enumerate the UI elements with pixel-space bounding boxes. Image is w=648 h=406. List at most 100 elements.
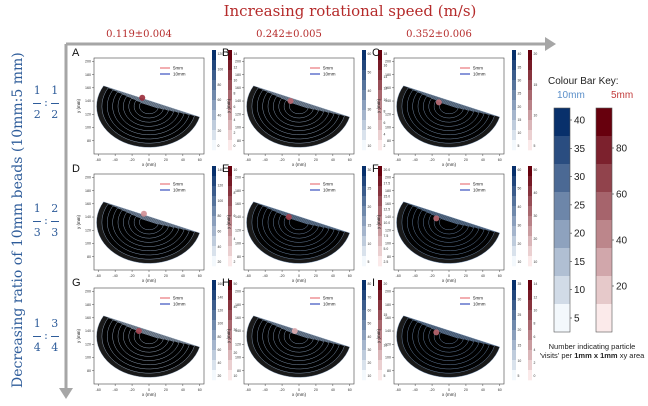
blue-colorbar-tick: 10 bbox=[518, 260, 522, 264]
red-colorbar-segment bbox=[378, 186, 382, 197]
blue-colorbar-tick: 20 bbox=[518, 328, 522, 332]
y-tick-label: 80 bbox=[237, 369, 241, 373]
blue-colorbar-segment bbox=[512, 280, 516, 291]
legend-10mm: 10mm bbox=[473, 302, 486, 307]
blue-colorbar-tick: 0 bbox=[218, 144, 220, 148]
red-colorbar-tick: 10.0 bbox=[384, 221, 391, 225]
blue-colorbar-segment bbox=[512, 130, 516, 141]
blue-colorbar-tick: 30 bbox=[368, 107, 372, 111]
x-tick-label: 40 bbox=[331, 158, 335, 162]
y-axis-label: y (mm) bbox=[376, 329, 381, 343]
blue-colorbar-segment bbox=[512, 110, 516, 121]
key-10mm-segment bbox=[554, 136, 570, 165]
red-colorbar-tick: 8 bbox=[234, 92, 236, 96]
x-tick-label: 60 bbox=[348, 158, 352, 162]
key-10mm-segment bbox=[554, 276, 570, 305]
red-colorbar-segment bbox=[528, 130, 532, 141]
y-tick-label: 80 bbox=[387, 255, 391, 259]
hotspot bbox=[135, 328, 142, 335]
density-ring bbox=[289, 102, 309, 115]
y-tick-label: 200 bbox=[85, 60, 91, 64]
blue-colorbar-tick: 60 bbox=[218, 348, 222, 352]
blue-colorbar-segment bbox=[212, 140, 216, 151]
legend-5mm: 5mm bbox=[323, 182, 333, 187]
red-colorbar-segment bbox=[528, 330, 532, 341]
x-tick-label: -60 bbox=[246, 388, 251, 392]
blue-colorbar-segment bbox=[212, 100, 216, 111]
red-colorbar-segment bbox=[528, 176, 532, 187]
key-5mm-segment bbox=[596, 164, 612, 193]
blue-colorbar-tick: 5 bbox=[518, 374, 520, 378]
red-colorbar-segment bbox=[378, 360, 382, 371]
red-colorbar-tick: 10 bbox=[384, 98, 388, 102]
blue-colorbar-segment bbox=[212, 110, 216, 121]
red-colorbar-segment bbox=[528, 110, 532, 121]
y-tick-label: 100 bbox=[235, 126, 241, 130]
blue-colorbar-tick: 50 bbox=[518, 187, 522, 191]
blue-colorbar-tick: 70 bbox=[368, 295, 372, 299]
red-colorbar-segment bbox=[528, 80, 532, 91]
blue-colorbar-tick: 60 bbox=[218, 230, 222, 234]
x-tick-label: 20 bbox=[464, 158, 468, 162]
blue-colorbar-segment bbox=[512, 350, 516, 361]
red-colorbar-tick: 0 bbox=[234, 144, 236, 148]
red-colorbar-segment bbox=[528, 310, 532, 321]
blue-colorbar-segment bbox=[212, 166, 216, 177]
legend-10mm: 10mm bbox=[173, 302, 186, 307]
panel-label-c: C bbox=[372, 47, 380, 59]
red-colorbar-segment bbox=[528, 50, 532, 61]
x-tick-label: 60 bbox=[348, 388, 352, 392]
red-colorbar-segment bbox=[378, 216, 382, 227]
blue-colorbar-segment bbox=[212, 280, 216, 291]
blue-colorbar-segment bbox=[362, 80, 366, 91]
y-tick-label: 180 bbox=[85, 303, 91, 307]
blue-colorbar-tick: 30 bbox=[368, 168, 372, 172]
y-tick-label: 140 bbox=[385, 215, 391, 219]
hotspot bbox=[433, 329, 440, 336]
x-tick-label: 20 bbox=[464, 388, 468, 392]
blue-colorbar-tick: 10 bbox=[368, 144, 372, 148]
blue-colorbar-tick: 20 bbox=[218, 129, 222, 133]
blue-colorbar-segment bbox=[362, 320, 366, 331]
x-tick-label: -60 bbox=[96, 158, 101, 162]
red-colorbar-tick: 8 bbox=[384, 110, 386, 114]
x-tick-label: 60 bbox=[498, 274, 502, 278]
blue-colorbar-segment bbox=[362, 130, 366, 141]
red-colorbar-segment bbox=[228, 110, 232, 121]
x-tick-label: 40 bbox=[331, 274, 335, 278]
key-5mm-segment bbox=[596, 248, 612, 277]
hotspot bbox=[291, 328, 298, 335]
blue-colorbar-segment bbox=[512, 370, 516, 381]
blue-colorbar-segment bbox=[362, 340, 366, 351]
hotspot bbox=[140, 210, 147, 217]
key-5mm-segment bbox=[596, 192, 612, 221]
blue-colorbar-segment bbox=[212, 300, 216, 311]
blue-colorbar-segment bbox=[362, 186, 366, 197]
red-colorbar-tick: 15 bbox=[534, 83, 538, 87]
red-colorbar-segment bbox=[528, 206, 532, 217]
key-10mm-tick-label: 40 bbox=[574, 116, 586, 127]
x-axis-label: x (mm) bbox=[142, 278, 156, 283]
blue-colorbar-segment bbox=[212, 330, 216, 341]
red-colorbar-tick: 8 bbox=[234, 191, 236, 195]
red-colorbar-segment bbox=[528, 90, 532, 101]
blue-colorbar-segment bbox=[362, 196, 366, 207]
blue-colorbar-tick: 80 bbox=[218, 214, 222, 218]
y-axis-label: y (mm) bbox=[76, 329, 81, 343]
x-axis-label: x (mm) bbox=[442, 392, 456, 397]
x-tick-label: -60 bbox=[96, 388, 101, 392]
blue-colorbar-segment bbox=[212, 60, 216, 71]
blue-colorbar-tick: 40 bbox=[368, 89, 372, 93]
blue-colorbar-segment bbox=[212, 310, 216, 321]
x-tick-label: 40 bbox=[331, 388, 335, 392]
blue-colorbar-segment bbox=[362, 370, 366, 381]
legend-5mm: 5mm bbox=[173, 182, 183, 187]
red-colorbar-segment bbox=[228, 186, 232, 197]
y-tick-label: 160 bbox=[235, 316, 241, 320]
red-colorbar-tick: 4 bbox=[234, 237, 236, 241]
red-colorbar-segment bbox=[528, 280, 532, 291]
blue-colorbar-segment bbox=[512, 166, 516, 177]
y-axis-label: y (mm) bbox=[376, 215, 381, 229]
